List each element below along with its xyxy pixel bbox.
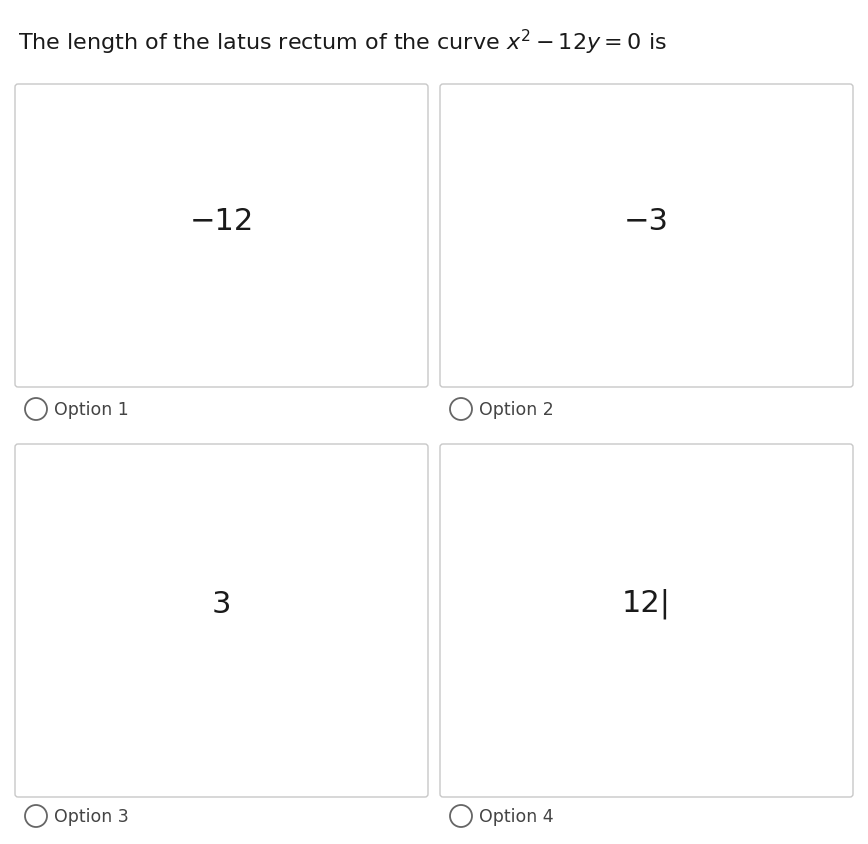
Text: −12: −12 [189,207,253,235]
Text: −3: −3 [624,207,669,235]
Text: Option 4: Option 4 [479,807,554,825]
FancyBboxPatch shape [440,85,853,387]
FancyBboxPatch shape [15,445,428,797]
Text: Option 1: Option 1 [54,401,128,419]
Text: 12|: 12| [622,588,671,619]
FancyBboxPatch shape [440,445,853,797]
Text: Option 2: Option 2 [479,401,554,419]
FancyBboxPatch shape [15,85,428,387]
Text: 3: 3 [212,589,231,618]
Text: Option 3: Option 3 [54,807,128,825]
Text: The length of the latus rectum of the curve $x^2 - 12y = 0$ is: The length of the latus rectum of the cu… [18,28,667,57]
